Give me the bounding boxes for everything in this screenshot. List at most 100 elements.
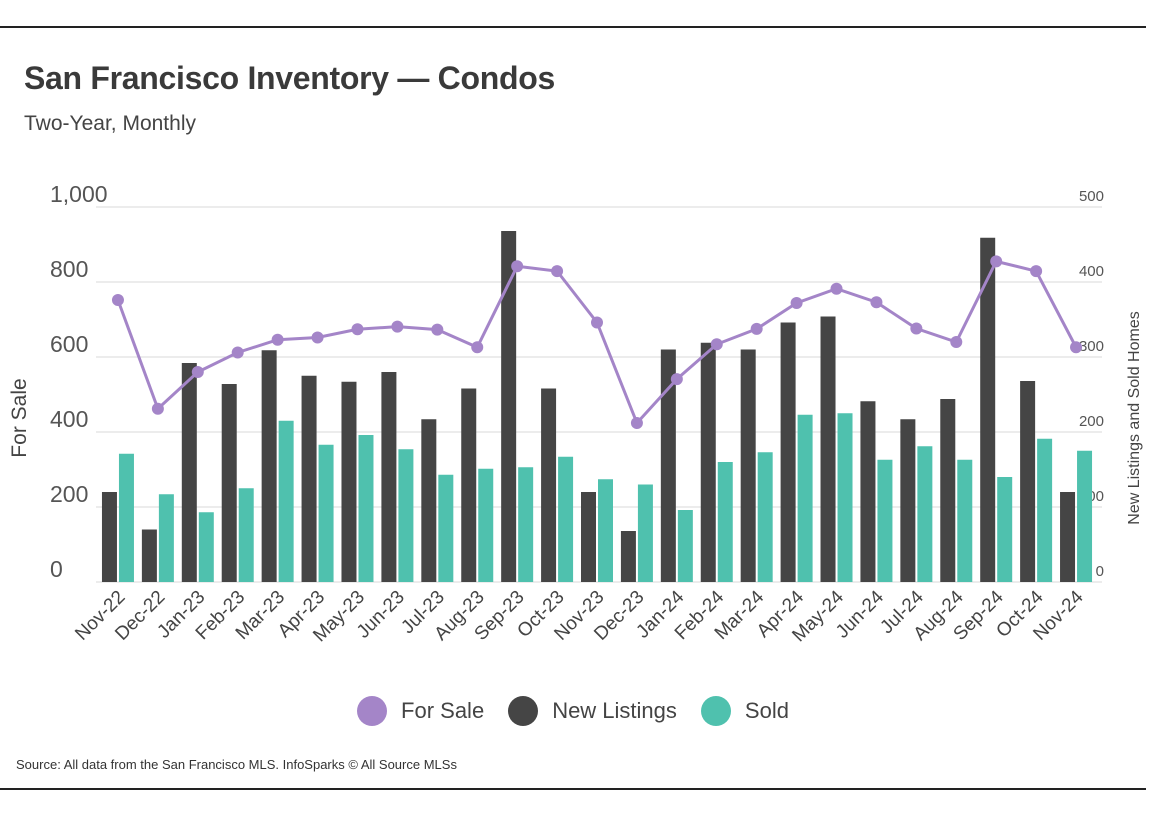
new-listings-bar — [1060, 492, 1076, 582]
new-listings-bar — [820, 316, 836, 582]
new-listings-bar — [980, 237, 996, 582]
sold-bar — [158, 494, 174, 582]
sold-bar — [757, 452, 773, 582]
new-listings-bar — [301, 375, 317, 582]
for-sale-point — [990, 255, 1003, 268]
new-listings-bar — [740, 349, 756, 582]
sold-bar — [717, 462, 733, 582]
new-listings-bar — [660, 349, 676, 582]
sold-bar — [558, 456, 574, 582]
y-right-tick-label: 300 — [1079, 338, 1104, 355]
sold-bar — [238, 488, 254, 582]
new-listings-bar — [341, 381, 357, 582]
sold-bar — [438, 474, 454, 582]
for-sale-point — [1070, 341, 1083, 354]
sold-bar — [877, 459, 893, 582]
sold-bar — [598, 479, 613, 582]
new-listings-bar — [421, 419, 437, 582]
bottom-rule — [0, 788, 1146, 790]
for-sale-point — [910, 322, 923, 335]
sold-bar — [278, 420, 294, 582]
new-listings-bar — [461, 388, 477, 582]
new-listings-bar — [1020, 381, 1036, 582]
new-listings-bar — [860, 401, 876, 582]
new-listings-bar — [141, 529, 157, 582]
for-sale-point — [471, 341, 484, 354]
sold-bar — [1077, 450, 1093, 582]
new-listings-bar — [381, 372, 397, 582]
new-listings-bar — [620, 531, 636, 582]
for-sale-point — [231, 346, 244, 359]
new-listings-bar — [940, 399, 956, 582]
sold-bar — [797, 414, 813, 582]
new-listings-bar — [541, 388, 557, 582]
y-left-tick-label: 200 — [50, 481, 88, 507]
chart-title: San Francisco Inventory — Condos — [24, 60, 555, 96]
y-left-tick-label: 0 — [50, 556, 63, 582]
legend-item-sold[interactable]: Sold — [700, 696, 789, 726]
for-sale-point — [391, 320, 404, 333]
for-sale-point — [750, 322, 763, 335]
y-left-tick-label: 600 — [50, 331, 88, 357]
for-sale-point — [710, 338, 723, 351]
for-sale-point — [670, 373, 683, 386]
new-listings-bar — [700, 342, 716, 582]
for-sale-point — [351, 323, 364, 336]
sold-bar — [917, 446, 933, 582]
for-sale-point — [111, 294, 124, 306]
sold-bar — [997, 477, 1013, 582]
new-listings-swatch-icon — [508, 696, 539, 726]
sold-bar — [118, 453, 134, 582]
chart-subtitle: Two-Year, Monthly — [24, 112, 196, 135]
for-sale-point — [151, 402, 164, 415]
sold-swatch-icon — [700, 696, 731, 726]
for-sale-point — [630, 417, 643, 429]
chart-legend: For Sale New Listings Sold — [0, 696, 1146, 726]
new-listings-bar — [261, 350, 277, 582]
new-listings-bar — [581, 492, 596, 582]
sold-bar — [1037, 438, 1053, 582]
sold-bar — [318, 444, 334, 582]
y-left-tick-label: 1,000 — [50, 181, 108, 207]
for-sale-point — [790, 297, 803, 309]
sold-bar — [398, 449, 414, 582]
source-note: Source: All data from the San Francisco … — [16, 757, 457, 772]
y-right-axis-title: New Listings and Sold Homes — [1126, 311, 1143, 524]
for-sale-point — [950, 336, 963, 348]
legend-label-for-sale: For Sale — [401, 698, 485, 723]
sold-bar — [358, 435, 374, 582]
y-right-tick-label: 0 — [1096, 563, 1104, 580]
sold-bar — [837, 413, 853, 582]
for-sale-swatch-icon — [357, 696, 388, 726]
for-sale-point — [870, 296, 883, 309]
top-rule — [0, 26, 1146, 28]
for-sale-point — [591, 316, 603, 329]
sold-bar — [478, 468, 494, 582]
new-listings-bar — [780, 322, 796, 582]
new-listings-bar — [101, 492, 117, 582]
for-sale-point — [311, 331, 324, 344]
sold-bar — [957, 459, 973, 582]
for-sale-point — [830, 282, 843, 295]
sold-bar — [198, 512, 214, 582]
for-sale-point — [431, 323, 444, 336]
y-left-tick-label: 800 — [50, 256, 88, 282]
legend-item-for-sale[interactable]: For Sale — [357, 696, 484, 726]
new-listings-bar — [221, 384, 237, 582]
sold-bar — [677, 510, 693, 582]
legend-label-new-listings: New Listings — [552, 698, 677, 723]
for-sale-point — [551, 265, 564, 278]
for-sale-point — [271, 333, 284, 346]
y-left-tick-label: 400 — [50, 406, 88, 432]
y-right-tick-label: 200 — [1079, 413, 1104, 430]
y-right-tick-label: 400 — [1079, 263, 1104, 280]
for-sale-point — [511, 260, 524, 273]
legend-label-sold: Sold — [744, 698, 789, 723]
legend-item-new-listings[interactable]: New Listings — [508, 696, 677, 726]
new-listings-bar — [501, 231, 517, 582]
sold-bar — [518, 467, 534, 582]
y-left-axis-title: For Sale — [8, 378, 31, 457]
new-listings-bar — [181, 363, 197, 582]
new-listings-bar — [900, 419, 916, 582]
